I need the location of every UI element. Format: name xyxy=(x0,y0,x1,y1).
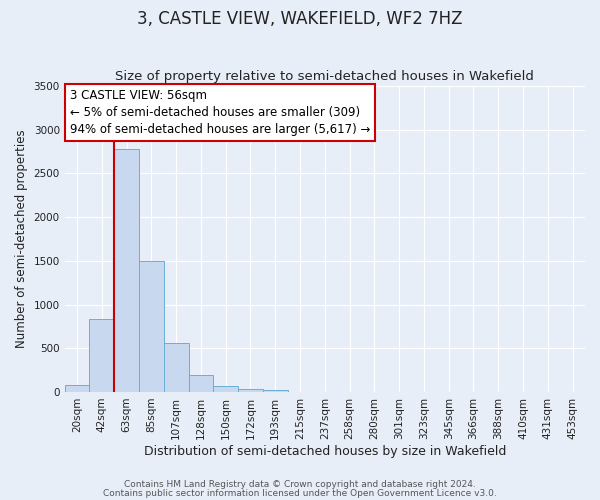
Bar xyxy=(214,386,238,392)
Bar xyxy=(188,376,214,392)
Text: 3 CASTLE VIEW: 56sqm
← 5% of semi-detached houses are smaller (309)
94% of semi-: 3 CASTLE VIEW: 56sqm ← 5% of semi-detach… xyxy=(70,89,370,136)
Bar xyxy=(65,386,89,392)
Title: Size of property relative to semi-detached houses in Wakefield: Size of property relative to semi-detach… xyxy=(115,70,534,84)
Text: Contains HM Land Registry data © Crown copyright and database right 2024.: Contains HM Land Registry data © Crown c… xyxy=(124,480,476,489)
Bar xyxy=(114,149,139,392)
Bar xyxy=(139,261,164,392)
Bar xyxy=(238,390,263,392)
Bar xyxy=(164,344,188,392)
Bar xyxy=(263,390,287,392)
Y-axis label: Number of semi-detached properties: Number of semi-detached properties xyxy=(15,130,28,348)
Text: Contains public sector information licensed under the Open Government Licence v3: Contains public sector information licen… xyxy=(103,488,497,498)
Text: 3, CASTLE VIEW, WAKEFIELD, WF2 7HZ: 3, CASTLE VIEW, WAKEFIELD, WF2 7HZ xyxy=(137,10,463,28)
X-axis label: Distribution of semi-detached houses by size in Wakefield: Distribution of semi-detached houses by … xyxy=(143,444,506,458)
Bar xyxy=(89,320,114,392)
